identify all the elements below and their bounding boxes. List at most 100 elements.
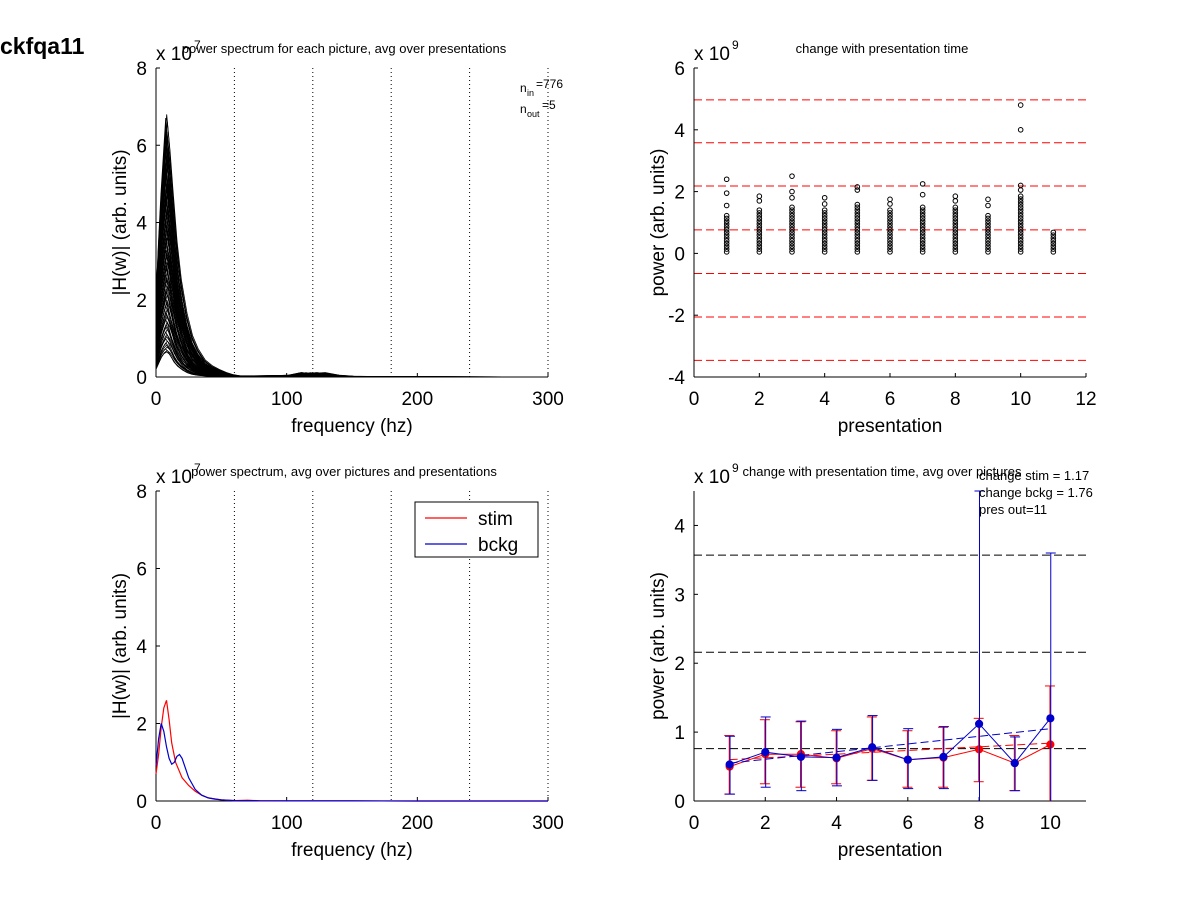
presentation-power-point <box>919 229 926 236</box>
presentation-power-point <box>789 224 795 230</box>
presentation-power-point <box>789 210 795 216</box>
y-tick-label: 2 <box>136 291 147 312</box>
presentation-power-point <box>756 210 763 216</box>
y-tick-label: 0 <box>136 792 147 813</box>
presentation-power-point <box>789 212 795 219</box>
y-tick-label: 4 <box>136 637 147 658</box>
picture-spectrum-curve <box>155 293 548 378</box>
presentation-power-point <box>952 246 959 252</box>
presentation-power-point <box>1050 232 1057 238</box>
picture-spectrum-curve <box>155 243 531 378</box>
presentation-power-outlier <box>821 201 828 207</box>
picture-spectrum-curve <box>155 167 548 378</box>
presentation-power-outlier <box>854 184 861 190</box>
presentation-power-outlier <box>789 194 795 201</box>
presentation-power-point <box>887 240 893 247</box>
panel-4: 0 2 4 6 8 10 0 1 2 3 4 presentation power (arb. unit… <box>648 461 1093 861</box>
presentation-power-point <box>723 224 730 230</box>
picture-spectrum-curve <box>155 265 536 378</box>
y-tick-label: 8 <box>136 59 147 80</box>
presentation-power-outlier <box>723 190 730 196</box>
presentation-power-point <box>756 221 763 227</box>
picture-spectrum-curve <box>155 208 518 378</box>
presentation-power-point <box>952 237 959 244</box>
y-tick-label: 4 <box>674 516 685 537</box>
presentation-power-outlier <box>919 181 926 187</box>
presentation-power-point <box>1017 235 1024 241</box>
presentation-power-outlier <box>723 176 730 183</box>
x-tick-label: 300 <box>532 813 564 834</box>
picture-spectrum-curve <box>155 217 525 378</box>
picture-spectrum-curve <box>155 237 549 378</box>
count-annotation-base: n <box>520 81 527 95</box>
y-tick-label: 2 <box>674 183 685 204</box>
presentation-power-point <box>887 226 893 233</box>
axis-exponent: x 10 <box>694 467 730 488</box>
presentation-power-point <box>723 215 730 222</box>
presentation-power-point <box>789 229 795 236</box>
series-line-bckg <box>729 717 1051 765</box>
panel-title: power spectrum, avg over pictures and pr… <box>191 464 497 479</box>
y-tick-label: -2 <box>668 306 685 327</box>
panel-1: 0 100 200 300 0 2 4 6 8 frequency (hz) |H(w)| (arb… <box>110 38 564 437</box>
presentation-power-outlier <box>854 187 861 193</box>
presentation-power-point <box>756 237 763 244</box>
y-tick-label: -4 <box>668 368 685 389</box>
presentation-power-point <box>821 221 828 227</box>
presentation-power-outlier <box>919 191 926 198</box>
picture-spectrum-curve <box>155 117 521 378</box>
presentation-power-point <box>821 218 828 225</box>
picture-spectrum-curve <box>155 302 546 378</box>
presentation-power-point <box>1050 229 1057 236</box>
presentation-power-point <box>821 235 828 241</box>
presentation-power-point <box>789 243 795 250</box>
presentation-power-point <box>723 246 730 252</box>
x-tick-label: 100 <box>271 813 303 834</box>
presentation-power-point <box>887 212 893 219</box>
presentation-power-point <box>887 210 893 216</box>
presentation-power-point <box>985 240 991 247</box>
presentation-power-point <box>756 240 763 247</box>
presentation-power-point <box>887 229 893 236</box>
picture-spectrum-curve <box>155 139 548 378</box>
y-tick-label: 2 <box>674 654 685 675</box>
legend-label-bckg: bckg <box>478 535 518 556</box>
picture-spectrum-curve <box>155 156 548 378</box>
y-tick-label: 0 <box>136 368 147 389</box>
presentation-power-outlier <box>1017 182 1024 189</box>
figure-id-label: ckfqa11 <box>0 33 85 59</box>
picture-spectrum-curve <box>155 146 526 378</box>
picture-spectrum-curve <box>155 121 548 378</box>
axis-exponent-power: 9 <box>732 38 739 52</box>
presentation-power-point <box>821 215 828 222</box>
picture-spectrum-curve <box>155 280 548 378</box>
picture-spectrum-curve <box>155 274 518 378</box>
presentation-power-point <box>887 224 893 230</box>
series-marker-bckg <box>725 760 734 769</box>
presentation-power-point <box>919 221 926 227</box>
presentation-power-outlier <box>985 196 991 203</box>
presentation-power-point <box>756 243 763 250</box>
axis-exponent-power: 9 <box>732 461 739 475</box>
presentation-power-point <box>952 226 959 233</box>
presentation-power-point <box>985 218 991 225</box>
presentation-power-point <box>985 232 991 238</box>
presentation-power-point <box>1017 198 1024 205</box>
presentation-power-point <box>821 226 828 233</box>
presentation-power-point <box>919 237 926 244</box>
presentation-power-point <box>919 215 926 222</box>
presentation-power-point <box>952 215 959 222</box>
picture-spectrum-curve <box>155 198 534 378</box>
y-tick-label: 0 <box>674 244 685 265</box>
presentation-power-point <box>985 212 991 219</box>
x-tick-label: 6 <box>885 389 896 410</box>
legend: stim bckg <box>414 501 539 558</box>
y-tick-label: 4 <box>674 121 685 142</box>
presentation-power-point <box>985 215 991 222</box>
series-marker-bckg <box>1046 714 1055 723</box>
y-axis-label: power (arb. units) <box>648 149 669 297</box>
presentation-power-point <box>919 207 926 213</box>
picture-spectrum-curve <box>155 268 538 378</box>
presentation-power-point <box>723 229 730 236</box>
presentation-power-point <box>952 240 959 247</box>
